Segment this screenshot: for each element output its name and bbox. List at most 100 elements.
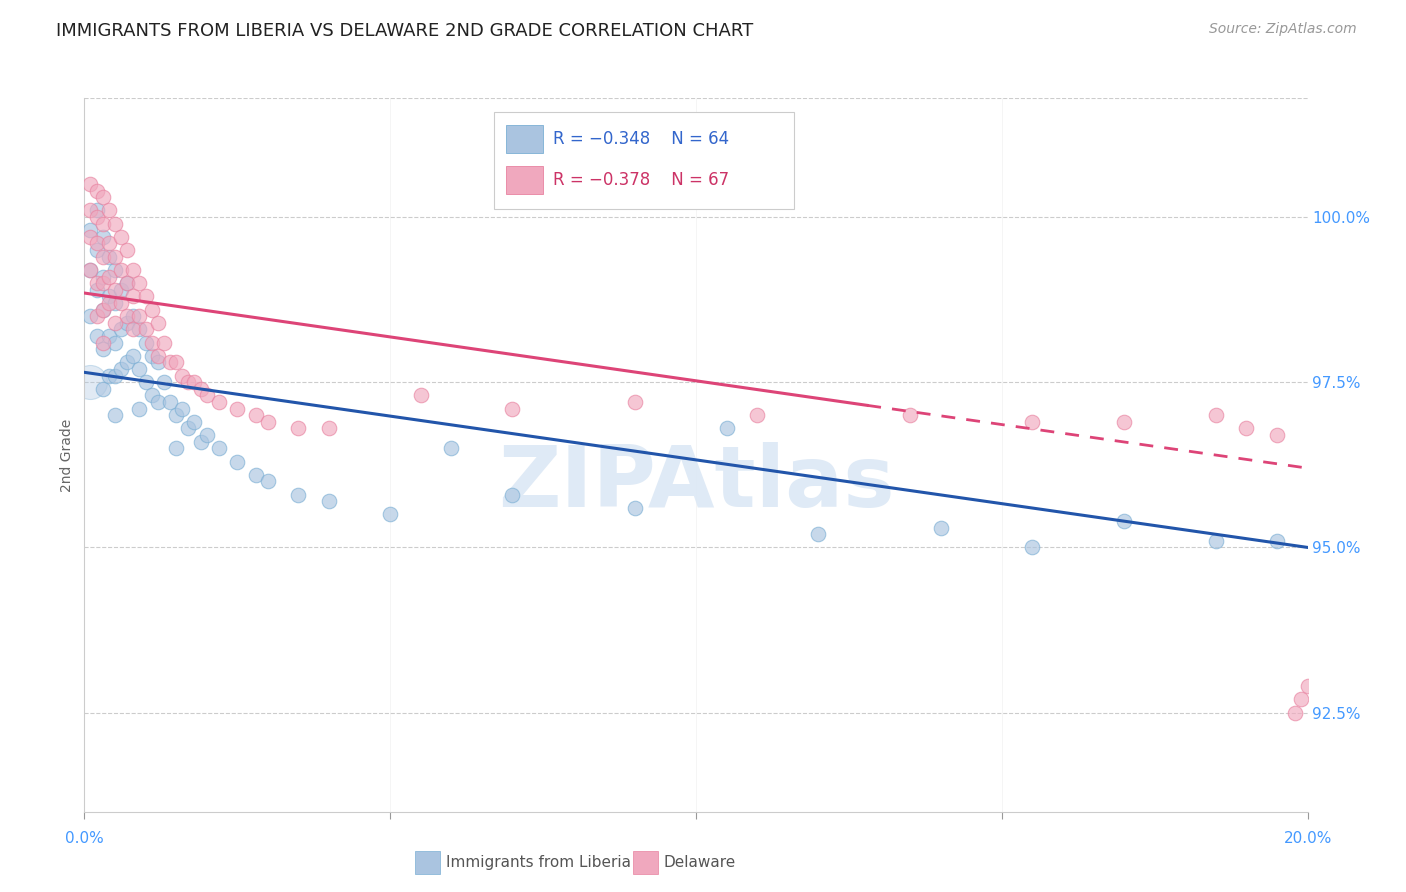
Point bbox=[79, 376, 101, 390]
Point bbox=[1021, 415, 1043, 429]
Point bbox=[97, 269, 120, 284]
Point bbox=[122, 263, 145, 277]
Point bbox=[226, 454, 249, 468]
Point bbox=[128, 362, 150, 376]
Point bbox=[128, 322, 150, 336]
Point bbox=[110, 230, 132, 244]
Point bbox=[1114, 514, 1136, 528]
Point bbox=[104, 316, 127, 330]
Text: Delaware: Delaware bbox=[664, 855, 735, 870]
Point bbox=[747, 409, 769, 423]
Point bbox=[110, 263, 132, 277]
Text: Source: ZipAtlas.com: Source: ZipAtlas.com bbox=[1209, 22, 1357, 37]
Text: IMMIGRANTS FROM LIBERIA VS DELAWARE 2ND GRADE CORRELATION CHART: IMMIGRANTS FROM LIBERIA VS DELAWARE 2ND … bbox=[56, 22, 754, 40]
Point bbox=[226, 401, 249, 416]
Point bbox=[1284, 706, 1306, 720]
Point bbox=[91, 276, 114, 290]
Point bbox=[86, 210, 108, 224]
Point bbox=[190, 382, 212, 396]
Point bbox=[122, 349, 145, 363]
Point bbox=[97, 250, 120, 264]
Point bbox=[146, 395, 169, 409]
Point bbox=[104, 335, 127, 350]
Text: R = −0.348    N = 64: R = −0.348 N = 64 bbox=[553, 130, 728, 148]
Point bbox=[716, 421, 738, 435]
Point bbox=[153, 335, 176, 350]
Point bbox=[104, 296, 127, 310]
Point bbox=[409, 388, 432, 402]
Point bbox=[1114, 415, 1136, 429]
Point bbox=[115, 316, 138, 330]
Point bbox=[86, 283, 108, 297]
Text: 0.0%: 0.0% bbox=[65, 831, 104, 846]
Point bbox=[1265, 533, 1288, 548]
Point bbox=[115, 276, 138, 290]
Point bbox=[110, 296, 132, 310]
Point bbox=[172, 368, 194, 383]
Point bbox=[91, 217, 114, 231]
Point bbox=[159, 355, 181, 369]
Point bbox=[79, 263, 101, 277]
Point bbox=[104, 368, 127, 383]
Point bbox=[91, 342, 114, 356]
Point bbox=[91, 335, 114, 350]
Point bbox=[97, 203, 120, 218]
Point bbox=[135, 376, 157, 390]
Point bbox=[110, 283, 132, 297]
Point bbox=[86, 203, 108, 218]
Point bbox=[141, 302, 163, 317]
Point bbox=[79, 263, 101, 277]
Y-axis label: 2nd Grade: 2nd Grade bbox=[60, 418, 75, 491]
Point bbox=[183, 376, 205, 390]
Point bbox=[91, 302, 114, 317]
Point bbox=[86, 329, 108, 343]
Point bbox=[91, 269, 114, 284]
Point bbox=[79, 230, 101, 244]
Point bbox=[1291, 692, 1313, 706]
Point bbox=[208, 442, 231, 456]
Text: R = −0.378    N = 67: R = −0.378 N = 67 bbox=[553, 171, 728, 189]
Point bbox=[104, 263, 127, 277]
Point bbox=[135, 289, 157, 303]
Point bbox=[79, 309, 101, 323]
Point bbox=[122, 289, 145, 303]
Point bbox=[86, 309, 108, 323]
Point bbox=[115, 355, 138, 369]
Point bbox=[91, 190, 114, 204]
Point bbox=[128, 309, 150, 323]
Point bbox=[195, 388, 218, 402]
Point bbox=[141, 349, 163, 363]
Point bbox=[172, 401, 194, 416]
Point bbox=[86, 236, 108, 251]
Point bbox=[104, 283, 127, 297]
Point bbox=[153, 376, 176, 390]
Point bbox=[380, 508, 402, 522]
Point bbox=[115, 243, 138, 257]
Point bbox=[91, 382, 114, 396]
Point bbox=[97, 329, 120, 343]
Point bbox=[208, 395, 231, 409]
Point bbox=[110, 322, 132, 336]
Point bbox=[97, 368, 120, 383]
Point bbox=[97, 296, 120, 310]
Point bbox=[1236, 421, 1258, 435]
Point bbox=[245, 409, 267, 423]
Point bbox=[135, 335, 157, 350]
Point bbox=[91, 250, 114, 264]
Point bbox=[135, 322, 157, 336]
Point bbox=[146, 355, 169, 369]
Point bbox=[1205, 409, 1227, 423]
Point bbox=[177, 376, 200, 390]
Point bbox=[807, 527, 830, 541]
Point bbox=[79, 203, 101, 218]
Point bbox=[502, 487, 524, 501]
Point bbox=[86, 184, 108, 198]
Point bbox=[318, 494, 340, 508]
Point bbox=[141, 388, 163, 402]
Point bbox=[287, 487, 309, 501]
Point bbox=[1265, 428, 1288, 442]
Point bbox=[104, 217, 127, 231]
Point bbox=[79, 177, 101, 191]
Point bbox=[79, 223, 101, 237]
Point bbox=[146, 349, 169, 363]
